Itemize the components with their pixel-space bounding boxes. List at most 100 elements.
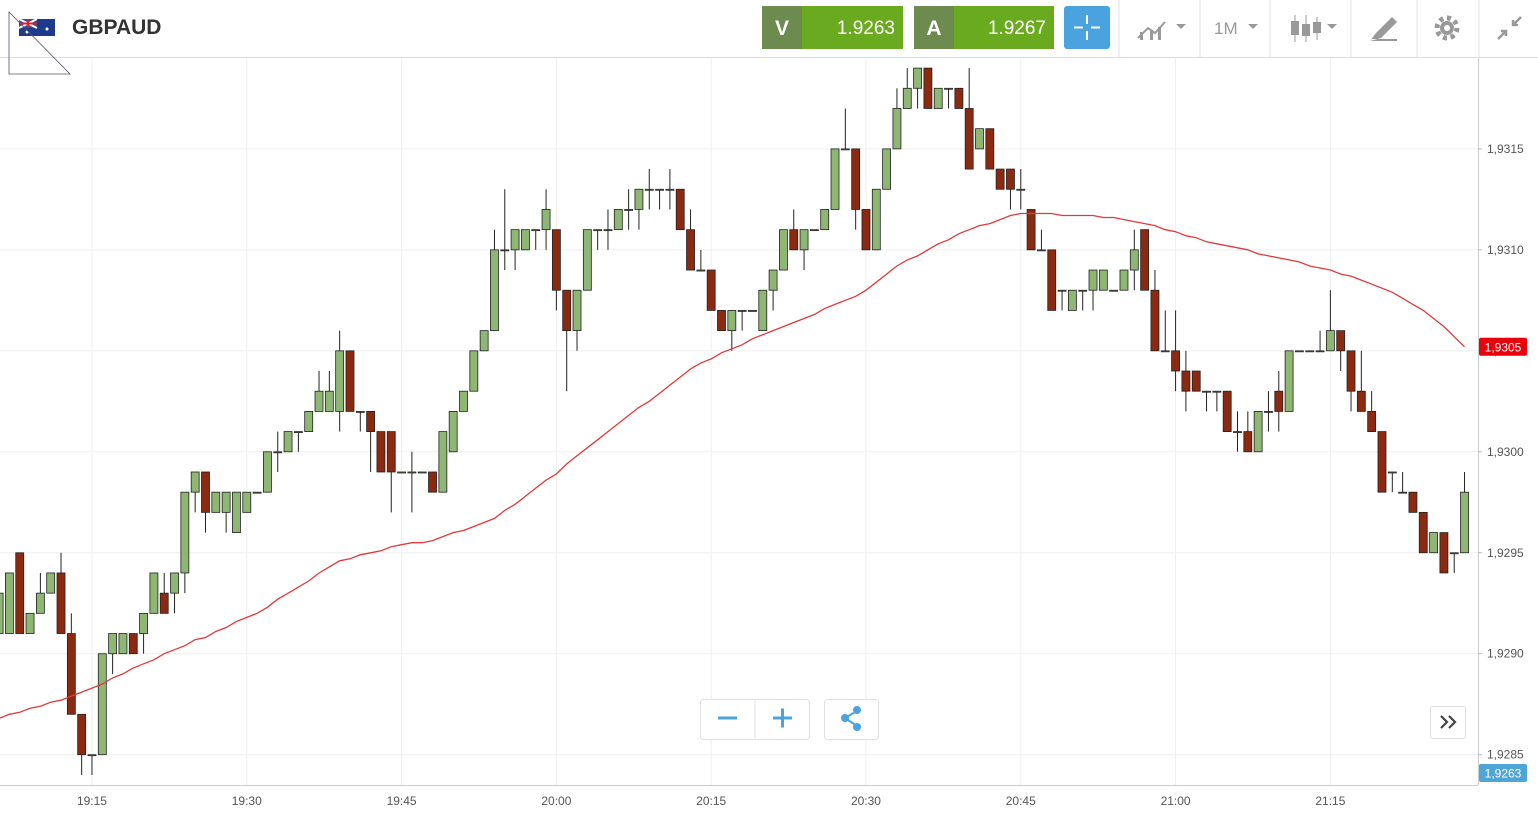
candle-body (727, 310, 737, 332)
candle-body (1067, 289, 1077, 311)
candle-body (1243, 431, 1253, 453)
candle-body (1078, 289, 1088, 292)
candle-body (407, 471, 417, 474)
current-price-tag: 1,9263 (1479, 764, 1527, 782)
candle-body (1439, 532, 1449, 574)
candle-body (1377, 431, 1387, 493)
share-button[interactable] (824, 699, 879, 740)
candle-body (180, 491, 190, 574)
candle-body (913, 67, 922, 89)
candle-body (954, 87, 964, 109)
candle-body (417, 471, 427, 474)
zoom-in-button[interactable] (773, 708, 792, 728)
candle-body (304, 411, 314, 432)
chart-type-button[interactable] (1137, 21, 1186, 40)
x-tick-label: 19:45 (387, 794, 417, 808)
candle-body (830, 148, 840, 210)
candle-body (603, 229, 613, 232)
sell-label: V (775, 17, 789, 40)
candle-body (376, 431, 386, 473)
x-tick-label: 20:00 (541, 794, 571, 808)
y-tick-label: 1,9295 (1487, 546, 1524, 560)
candle-body (35, 592, 45, 614)
draw-button[interactable] (1370, 17, 1397, 41)
y-tick-label: 1,9300 (1487, 445, 1524, 459)
symbol: GBPAUD (72, 16, 161, 39)
candle-body (77, 713, 87, 756)
candle-body (1253, 411, 1263, 453)
candle-body (479, 330, 489, 352)
scroll-right-button[interactable] (1430, 706, 1466, 739)
candle-body (1098, 269, 1108, 291)
x-tick-label: 21:15 (1315, 794, 1345, 808)
candle-body (696, 269, 706, 272)
buy-label: A (926, 17, 941, 40)
candle-body (345, 350, 355, 412)
candle-body (531, 229, 541, 232)
toolbar-separators (1118, 0, 1480, 57)
candle-body (170, 572, 179, 594)
candle-body (964, 108, 974, 170)
x-tick-label: 19:15 (77, 794, 107, 808)
timeframe: 1M (1214, 19, 1238, 38)
collapse-button[interactable] (1497, 16, 1522, 40)
candle-body (211, 491, 221, 513)
candle-body (644, 188, 654, 191)
candle-body (1150, 289, 1160, 352)
candle-body (1264, 411, 1273, 413)
y-tick-label: 1,9310 (1487, 243, 1524, 257)
timeframe-button[interactable]: 1M (1214, 19, 1258, 38)
candle-body (779, 229, 788, 271)
candle-body (1460, 491, 1469, 554)
settings-button[interactable] (1434, 15, 1460, 41)
candle-body (283, 431, 293, 453)
candle-body (820, 209, 830, 231)
candle-body (1325, 330, 1335, 352)
candle-body (438, 431, 448, 493)
candle-body (1449, 552, 1459, 555)
candle-body (1418, 511, 1428, 554)
candle-body (1191, 370, 1201, 392)
candle-body (541, 209, 551, 231)
candle-body (149, 572, 159, 614)
plot-area (0, 58, 1478, 785)
sell-button[interactable]: V 1.9263 (762, 6, 903, 49)
candle-body (1212, 390, 1222, 393)
candle-body (273, 451, 283, 454)
candle-body (902, 87, 912, 109)
buy-button[interactable]: A 1.9267 (914, 6, 1054, 49)
candle-body (15, 552, 25, 634)
candle-body (1429, 532, 1438, 554)
tag-box (1479, 764, 1527, 782)
candle-body (562, 289, 572, 332)
candle-body (314, 390, 324, 412)
candle-body (232, 491, 241, 533)
candle-body (1171, 350, 1180, 372)
candle-body (892, 108, 902, 150)
x-tick-label: 20:15 (696, 794, 726, 808)
candle-body (118, 633, 128, 655)
candle-body (221, 491, 231, 513)
candle-body (871, 188, 881, 251)
crosshair-button[interactable] (1064, 6, 1110, 49)
candle-body (428, 471, 437, 493)
candle-body (717, 310, 726, 332)
candle-body (1274, 390, 1284, 412)
candle-body (490, 249, 499, 332)
candle-body (1057, 289, 1067, 292)
sell-price: 1.9263 (837, 18, 895, 39)
candle-body (263, 451, 272, 493)
candle-body (1047, 249, 1057, 311)
candle-body (789, 229, 799, 251)
candle-style-button[interactable] (1291, 15, 1337, 42)
candle-body (25, 612, 35, 634)
candle-body (459, 390, 468, 412)
zoom-out-button[interactable] (718, 716, 737, 720)
candle-body (665, 188, 675, 191)
candle-body (944, 87, 953, 90)
candle-body (768, 269, 778, 291)
candle-body (851, 148, 861, 210)
candle-body (521, 229, 530, 251)
candle-body (0, 592, 4, 634)
buy-price: 1.9267 (988, 18, 1046, 39)
